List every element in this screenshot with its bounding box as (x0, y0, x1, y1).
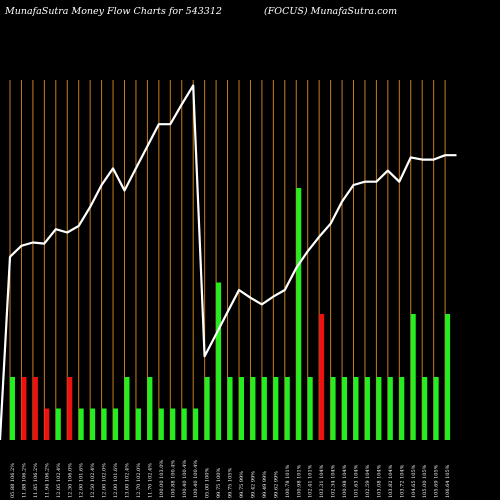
x-tick-label: 99.49 99% (262, 471, 268, 498)
x-tick-label: 102.41 101% (308, 464, 314, 498)
money-flow-bar (445, 314, 451, 440)
money-flow-bar (422, 377, 428, 440)
x-tick-label: 11.70 102.4% (147, 463, 153, 498)
x-tick-label: 103.82 104% (388, 464, 394, 498)
x-tick-label: 12.50 102.4% (90, 463, 96, 498)
money-flow-bar (330, 377, 336, 440)
money-flow-bar (284, 377, 290, 440)
x-tick-label: 106.64 105% (445, 464, 451, 498)
money-flow-bar (204, 377, 210, 440)
money-flow-bar (101, 408, 107, 440)
money-flow-bar (296, 188, 302, 440)
x-tick-label: 05.00 100% (205, 468, 211, 498)
money-flow-bar (147, 377, 153, 440)
x-tick-label: 103.72 104% (399, 464, 405, 498)
money-flow-bar (90, 408, 96, 440)
money-flow-bar (387, 377, 393, 440)
x-tick-label: 100.78 101% (285, 464, 291, 498)
money-flow-bar (410, 314, 416, 440)
money-flow-bar (433, 377, 439, 440)
x-tick-label: 13.00 102.4% (125, 463, 131, 498)
x-tick-label: 05.88 106.2% (10, 463, 16, 498)
money-flow-bar (319, 314, 325, 440)
x-tick-label: 99.75 100% (216, 468, 222, 498)
money-flow-bar (158, 408, 164, 440)
x-tick-label: 12.70 102.0% (136, 463, 142, 498)
x-tick-label: 99.75 105% (228, 468, 234, 498)
money-flow-bar (273, 377, 279, 440)
chart-title-left: MunafaSutra Money Flow Charts for 543312 (5, 6, 222, 17)
money-flow-bar (124, 377, 130, 440)
x-tick-label: 11.85 106.2% (33, 463, 39, 498)
x-axis-labels: 05.88 106.2% 11.88 106.2% 11.85 106.2% 11.9… (10, 460, 451, 498)
x-tick-label: 100.40 100.4% (182, 460, 188, 498)
x-tick-label: 100.98 101% (296, 464, 302, 498)
x-tick-label: 12.00 101.6% (113, 463, 119, 498)
money-flow-bar (342, 377, 348, 440)
x-tick-label: 11.94 106.2% (44, 463, 50, 498)
money-flow-bar (307, 377, 313, 440)
money-flow-bar (193, 408, 199, 440)
x-tick-label: 102.59 104% (365, 464, 371, 498)
money-flow-bar (181, 408, 187, 440)
money-flow-bar (353, 377, 359, 440)
x-tick-label: 11.88 106.2% (21, 463, 27, 498)
x-tick-label: 100.00 103.0% (159, 460, 165, 498)
money-flow-bar (78, 408, 84, 440)
x-tick-label: 105.00 105% (422, 464, 428, 498)
money-flow-bar (10, 377, 15, 440)
money-flow-bar (55, 408, 61, 440)
x-tick-label: 12.00 101.6% (79, 463, 85, 498)
x-tick-label: 101.63 104% (354, 464, 360, 498)
x-tick-label: 12.30 106.0% (67, 463, 73, 498)
money-flow-bar (216, 282, 222, 440)
money-flow-bar (113, 408, 119, 440)
x-tick-label: 100.40 100.4% (193, 460, 199, 498)
x-tick-label: 99.75 99% (239, 471, 245, 498)
money-flow-bar (261, 377, 267, 440)
money-flow-bar (364, 377, 370, 440)
money-flow-bar (227, 377, 233, 440)
money-flow-bar (170, 408, 176, 440)
money-flow-bar (135, 408, 141, 440)
x-tick-label: 103.31 104% (319, 464, 325, 498)
price-line (0, 84, 457, 441)
x-tick-label: 100.98 104% (342, 464, 348, 498)
money-flow-bar (239, 377, 244, 440)
money-flow-bar (32, 377, 38, 440)
money-flow-bars (10, 188, 451, 440)
money-flow-bar (21, 377, 27, 440)
x-tick-label: 102.34 104% (331, 464, 337, 498)
money-flow-bar (250, 377, 256, 440)
x-tick-label: 105.69 105% (434, 464, 440, 498)
x-tick-label: 104.65 105% (411, 464, 417, 498)
chart-title-right: (FOCUS) MunafaSutra.com (264, 6, 398, 17)
money-flow-bar (67, 377, 73, 440)
x-tick-label: 12.00 102.0% (102, 463, 108, 498)
money-flow-bar (399, 377, 405, 440)
price-line-layer (0, 84, 457, 441)
x-tick-label: 100.88 100.4% (170, 460, 176, 498)
money-flow-bar (44, 408, 50, 440)
x-tick-label: 99.42 99% (250, 471, 256, 498)
x-tick-label: 99.62 99% (273, 471, 279, 498)
chart-title-bar: MunafaSutra Money Flow Charts for 543312… (0, 4, 500, 20)
money-flow-bar (376, 377, 382, 440)
x-tick-label: 12.05 102.4% (56, 463, 62, 498)
x-tick-label: 103.08 104% (376, 464, 382, 498)
